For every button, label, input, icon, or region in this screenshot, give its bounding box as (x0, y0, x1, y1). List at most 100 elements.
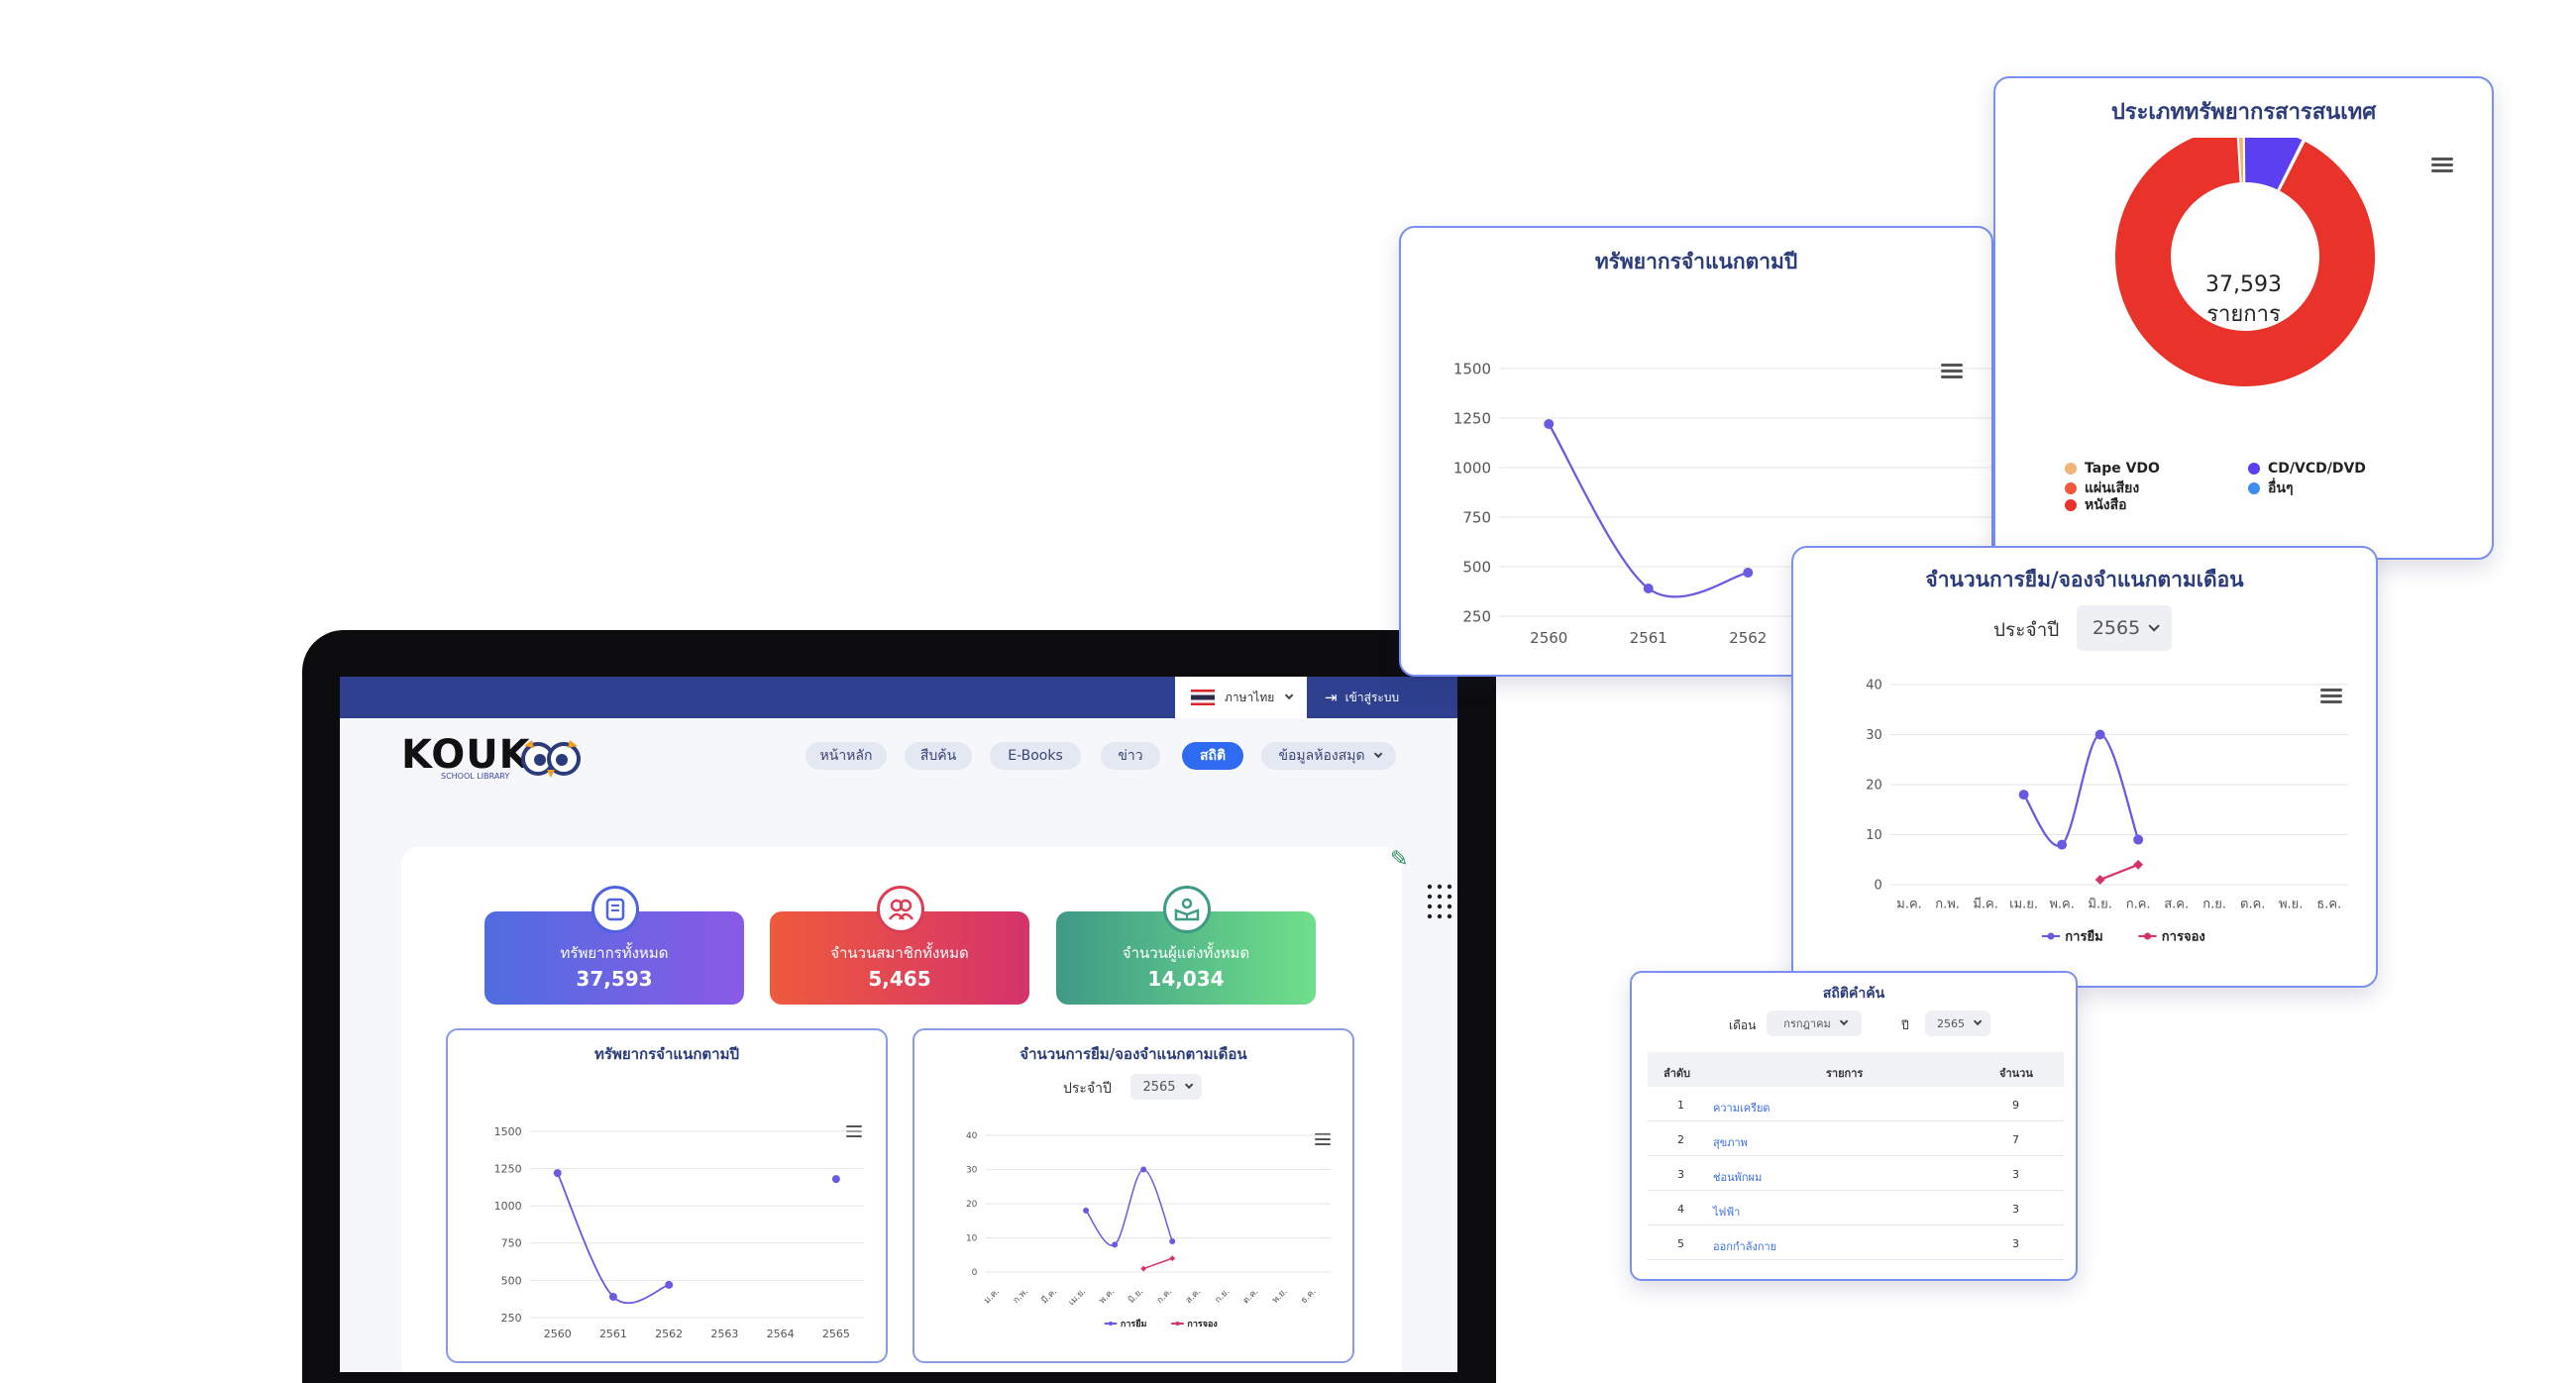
pin-icon[interactable]: ✎ (1390, 847, 1409, 872)
legend-marker (2047, 932, 2055, 940)
login-label: เข้าสู่ระบบ (1344, 690, 1400, 704)
legend-item[interactable]: แผ่นเสียง (2065, 478, 2139, 499)
chart-menu-icon[interactable] (1941, 364, 1963, 379)
y-tick-label: 30 (1866, 728, 1882, 743)
x-tick-label: 2563 (710, 1328, 738, 1340)
y-tick-label: 1250 (1453, 409, 1491, 427)
y-tick-label: 500 (1462, 558, 1491, 576)
logo-subtitle: SCHOOL LIBRARY (441, 772, 510, 781)
donut-center-value: 37,593 (2205, 272, 2282, 297)
chevron-down-icon (1373, 749, 1382, 759)
x-tick-label: ต.ค. (2240, 897, 2265, 911)
month-select[interactable]: กรกฎาคม (1767, 1011, 1862, 1036)
x-tick-label: พ.ค. (2049, 897, 2075, 911)
nav-search[interactable]: สืบค้น (905, 742, 972, 770)
donut-slice (2113, 138, 2377, 388)
y-tick-label: 1000 (494, 1200, 522, 1213)
rank-cell: 3 (1677, 1168, 1684, 1181)
y-tick-label: 250 (1462, 607, 1491, 625)
table-row: 5 ออกกำลังกาย 3 (1648, 1225, 2064, 1260)
legend-label: การจอง (2162, 930, 2205, 945)
chart-title: ทรัพยากรจำแนกตามปี (1594, 250, 1798, 273)
login-button[interactable]: ⇥ เข้าสู่ระบบ (1307, 677, 1457, 718)
series-line (556, 1172, 670, 1305)
data-point (1112, 1241, 1119, 1248)
legend-label: การยืม (2065, 929, 2102, 945)
nav-library-info[interactable]: ข้อมูลห้องสมุด (1261, 742, 1396, 770)
legend-item[interactable]: CD/VCD/DVD (2248, 461, 2366, 477)
chevron-down-icon (1285, 691, 1294, 700)
y-tick-label: 750 (1462, 508, 1491, 526)
chart-menu-icon[interactable] (2431, 158, 2453, 173)
top-bar: ภาษาไทย ⇥ เข้าสู่ระบบ (340, 677, 1457, 718)
legend-label: การจอง (1187, 1320, 1217, 1330)
keyword-link[interactable]: สุขภาพ (1713, 1136, 1748, 1149)
year-select[interactable]: 2565 (2077, 605, 2172, 651)
nav-news[interactable]: ข่าว (1101, 742, 1160, 770)
x-tick-label: เม.ย. (2009, 897, 2038, 911)
site-logo[interactable]: KOUK SCHOOL LIBRARY (401, 732, 581, 781)
data-point (1169, 1237, 1176, 1244)
year-select[interactable]: 2565 (1130, 1074, 1202, 1100)
data-point (553, 1169, 562, 1178)
language-selector[interactable]: ภาษาไทย (1175, 677, 1307, 718)
chart-title: จำนวนการยืม/จองจำแนกตามเดือน (1020, 1045, 1247, 1063)
chart-menu-icon[interactable] (2320, 689, 2342, 704)
loans-by-month-chart-large: 0 10 20 30 40 ม.ค. ก.พ. มี.ค. เม.ย. พ.ค. มิ.ย. ก.ค.… (1866, 679, 2348, 945)
y-tick-label: 20 (966, 1200, 978, 1210)
legend-label: Tape VDO (2085, 461, 2160, 477)
data-point (2094, 875, 2105, 885)
stat-value: 14,034 (1147, 967, 1225, 991)
x-tick-label: 2562 (655, 1328, 683, 1340)
table-row: 4 ไฟฟ้า 3 (1648, 1191, 2064, 1225)
keyword-link[interactable]: ออกกำลังกาย (1713, 1240, 1777, 1253)
stat-card-resources: ทรัพยากรทั้งหมด 37,593 (484, 886, 744, 1005)
x-tick-label: ธ.ค. (2316, 897, 2341, 911)
keyword-link[interactable]: ช่อนพักผม (1713, 1171, 1763, 1184)
count-cell: 9 (2012, 1099, 2019, 1112)
legend-swatch (2065, 482, 2077, 494)
resource-types-donut (2113, 138, 2377, 388)
keyword-link[interactable]: ความเครียด (1713, 1102, 1771, 1115)
count-cell: 3 (2012, 1237, 2019, 1250)
x-tick-label: มิ.ย. (1127, 1286, 1146, 1306)
logo-text: KOUK (401, 732, 531, 778)
thai-flag-icon (1191, 690, 1215, 705)
rank-cell: 2 (1677, 1133, 1684, 1146)
resources-by-year-chart: 250 500 750 1000 1250 1500 2560 2561 2562 2563 256… (494, 1125, 864, 1340)
data-point (831, 1175, 840, 1184)
chevron-down-icon (1973, 1016, 1983, 1026)
x-tick-label: 2560 (544, 1328, 572, 1340)
legend-swatch (2065, 463, 2077, 475)
data-point (665, 1280, 674, 1289)
language-label: ภาษาไทย (1225, 690, 1275, 704)
donut-center-label: รายการ (2206, 302, 2281, 327)
keyword-link[interactable]: ไฟฟ้า (1713, 1206, 1741, 1219)
legend-item[interactable]: อื่นๆ (2248, 478, 2294, 499)
chevron-down-icon (1839, 1016, 1849, 1026)
legend-item[interactable]: หนังสือ (2065, 494, 2127, 516)
loans-by-month-card-large: จำนวนการยืม/จองจำแนกตามเดือน ประจำปี 256… (1791, 546, 2378, 988)
users-icon (877, 886, 924, 933)
table-row: 3 ช่อนพักผม 3 (1648, 1156, 2064, 1191)
x-tick-label: มี.ค. (1039, 1286, 1059, 1306)
dots-grid-icon (1426, 883, 1452, 922)
legend-label: อื่นๆ (2268, 480, 2294, 496)
legend-item[interactable]: Tape VDO (2065, 461, 2160, 477)
year-select[interactable]: 2565 (1925, 1011, 1990, 1036)
table-header: ลำดับ รายการ จำนวน (1648, 1052, 2064, 1087)
y-tick-label: 500 (501, 1274, 522, 1287)
chart-menu-icon[interactable] (1315, 1133, 1331, 1149)
x-tick-label: พ.ย. (2279, 897, 2303, 911)
nav-statistics[interactable]: สถิติ (1182, 742, 1243, 770)
y-tick-label: 0 (1875, 879, 1882, 894)
data-point (2018, 790, 2029, 800)
x-tick-label: มิ.ย. (2088, 897, 2111, 911)
nav-ebooks[interactable]: E-Books (990, 742, 1081, 770)
nav-home[interactable]: หน้าหลัก (805, 742, 887, 770)
y-tick-label: 30 (966, 1166, 978, 1176)
data-point (1643, 584, 1654, 593)
rank-cell: 5 (1677, 1237, 1684, 1250)
resource-types-card: ประเภททรัพยากรสารสนเทศ 37,593 รายการ Tap… (1993, 76, 2494, 560)
data-point (2057, 839, 2068, 850)
